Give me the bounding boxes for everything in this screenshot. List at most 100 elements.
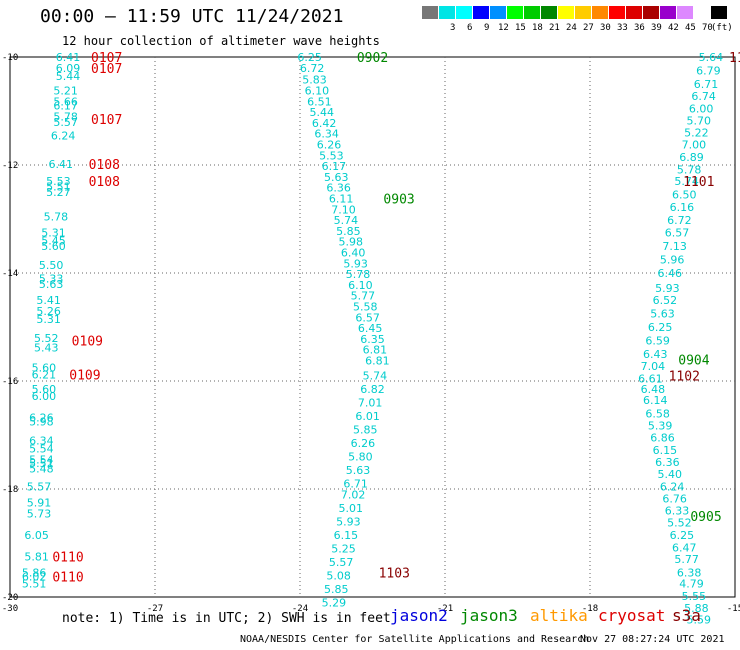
swh-value: 5.51 — [46, 181, 71, 194]
swh-value: 5.57 — [53, 116, 78, 129]
pass-time-label: 0109 — [72, 335, 103, 350]
pass-time-label: 0110 — [52, 551, 83, 566]
swh-value: 6.71 — [343, 478, 368, 491]
swh-value: 5.98 — [339, 236, 364, 249]
swh-value: 5.22 — [684, 127, 709, 140]
swh-value: 6.89 — [679, 151, 704, 164]
swh-value: 6.36 — [655, 456, 680, 469]
swh-value: 6.26 — [29, 412, 54, 425]
swh-value: 6.11 — [329, 192, 354, 205]
swh-value: 6.17 — [53, 100, 78, 113]
swh-value: 5.58 — [353, 300, 378, 313]
swh-value: 5.60 — [32, 362, 57, 375]
swh-value: 5.43 — [34, 342, 59, 355]
scale-swatch — [490, 6, 506, 19]
swh-value: 5.73 — [27, 507, 52, 520]
swh-value: 6.57 — [665, 227, 690, 240]
swh-value: 7.01 — [358, 397, 383, 410]
note-text: note: 1) Time is in UTC; 2) SWH is in fe… — [62, 611, 391, 626]
pass-time-label: 0107 — [91, 51, 122, 66]
y-tick-label: -18 — [2, 485, 18, 495]
swh-value: 5.85 — [336, 225, 361, 238]
pass-time-label: 0108 — [89, 158, 120, 173]
swh-value: 5.78 — [346, 268, 371, 281]
swh-value: 5.26 — [36, 305, 61, 318]
scale-swatch — [524, 6, 540, 19]
swh-value: 5.29 — [322, 596, 347, 609]
swh-value: 6.71 — [694, 78, 719, 91]
swh-value: 6.82 — [360, 383, 385, 396]
legend-jason3: jason3 — [460, 606, 518, 625]
x-tick-label: -18 — [582, 604, 598, 614]
scale-label: 3 — [450, 23, 456, 33]
scale-swatch — [422, 6, 438, 19]
swh-value: 6.45 — [358, 322, 383, 335]
swh-value: 6.72 — [300, 62, 325, 75]
swh-value: 6.42 — [312, 117, 337, 130]
swh-value: 6.00 — [32, 390, 57, 403]
swh-value: 6.46 — [658, 267, 683, 280]
swh-value: 6.48 — [641, 383, 666, 396]
swh-value: 6.72 — [667, 214, 692, 227]
swh-value: 5.96 — [660, 254, 685, 267]
swh-value: 5.25 — [331, 542, 356, 555]
swh-value: 6.41 — [49, 158, 74, 171]
swh-value: 6.10 — [305, 84, 330, 97]
scale-label: 36 — [634, 23, 645, 33]
swh-value: 6.41 — [56, 51, 81, 64]
scale-swatch — [609, 6, 625, 19]
chart-subtitle: 12 hour collection of altimeter wave hei… — [62, 34, 380, 48]
swh-value: 6.15 — [334, 529, 359, 542]
swh-value: 5.51 — [29, 457, 54, 470]
scale-swatch — [541, 6, 557, 19]
swh-value: 5.78 — [44, 210, 69, 223]
swh-value: 6.74 — [691, 90, 716, 103]
swh-value: 6.40 — [341, 246, 366, 259]
swh-value: 4.79 — [679, 578, 704, 591]
swh-value: 6.58 — [645, 407, 670, 420]
swh-value: 7.02 — [341, 488, 366, 501]
swh-value: 5.78 — [677, 163, 702, 176]
swh-value: 5.88 — [684, 602, 709, 615]
legend-s3a: s3a — [672, 606, 701, 625]
swh-value: 6.43 — [643, 348, 668, 361]
scale-label: 21 — [549, 23, 560, 33]
swh-value: 7.13 — [662, 240, 687, 253]
scale-swatch — [456, 6, 472, 19]
swh-value: 6.02 — [22, 570, 47, 583]
scale-swatch — [626, 6, 642, 19]
plot-frame — [9, 56, 736, 598]
swh-value: 6.25 — [297, 51, 322, 64]
swh-value: 6.35 — [360, 333, 385, 346]
swh-value: 6.17 — [322, 160, 347, 173]
scale-unit-label: (ft) — [711, 23, 733, 33]
swh-value: 6.25 — [670, 529, 695, 542]
scale-swatch — [473, 6, 489, 19]
credit-text: NOAA/NESDIS Center for Satellite Applica… — [240, 634, 590, 645]
swh-value: 5.52 — [667, 516, 692, 529]
swh-value: 6.36 — [326, 182, 351, 195]
swh-value: 5.54 — [29, 453, 54, 466]
swh-value: 5.45 — [41, 235, 66, 248]
pass-time-label: 1101 — [683, 175, 714, 190]
swh-value: 5.74 — [674, 175, 699, 188]
swh-value: 7.04 — [641, 360, 666, 373]
scale-label: 45 — [685, 23, 696, 33]
swh-value: 5.93 — [336, 515, 361, 528]
y-tick-label: -10 — [2, 53, 18, 63]
swh-value: 5.98 — [29, 416, 54, 429]
scale-label: 6 — [467, 23, 473, 33]
swh-value: 6.81 — [365, 354, 390, 367]
swh-value: 5.52 — [34, 332, 59, 345]
y-tick-label: -20 — [2, 593, 18, 603]
swh-value: 5.48 — [29, 462, 54, 475]
swh-value: 5.63 — [39, 278, 64, 291]
pass-time-label: 0902 — [357, 51, 388, 66]
swh-value: 6.00 — [689, 102, 714, 115]
swh-value: 5.86 — [22, 567, 47, 580]
swh-value: 6.10 — [348, 279, 373, 292]
swh-value: 5.70 — [687, 115, 712, 128]
swh-value: 7.10 — [331, 203, 356, 216]
swh-value: 6.33 — [665, 505, 690, 518]
